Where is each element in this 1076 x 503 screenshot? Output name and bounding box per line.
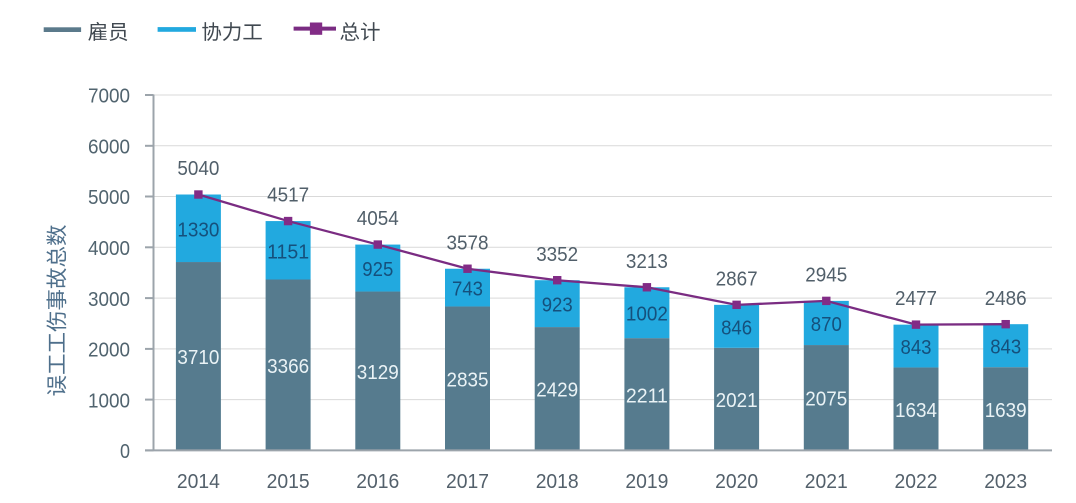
svg-text:743: 743 [452,279,483,301]
svg-text:3213: 3213 [626,251,668,273]
svg-text:2429: 2429 [536,380,578,402]
svg-text:3352: 3352 [536,244,578,266]
svg-text:5040: 5040 [177,158,219,180]
svg-text:2023: 2023 [984,471,1027,493]
svg-text:4517: 4517 [267,185,309,207]
svg-text:2486: 2486 [985,288,1027,310]
svg-text:0: 0 [120,441,130,463]
svg-text:3710: 3710 [177,347,219,369]
svg-text:1000: 1000 [88,390,130,412]
svg-text:7000: 7000 [88,86,130,108]
svg-text:2019: 2019 [625,471,668,493]
svg-text:3578: 3578 [447,232,489,254]
svg-text:870: 870 [811,314,842,336]
svg-text:2022: 2022 [895,471,938,493]
svg-text:1330: 1330 [177,219,219,241]
svg-text:2867: 2867 [716,268,758,290]
svg-text:2016: 2016 [356,471,399,493]
svg-text:2945: 2945 [805,265,847,287]
svg-text:2018: 2018 [536,471,579,493]
svg-text:1002: 1002 [626,304,668,326]
svg-text:2014: 2014 [177,471,220,493]
svg-text:2021: 2021 [716,390,758,412]
svg-text:1151: 1151 [267,241,309,263]
svg-text:4000: 4000 [88,238,130,260]
svg-text:3129: 3129 [357,362,399,384]
svg-text:5000: 5000 [88,187,130,209]
svg-text:925: 925 [362,259,393,281]
svg-text:2017: 2017 [446,471,489,493]
svg-text:2000: 2000 [88,340,130,362]
svg-text:3000: 3000 [88,289,130,311]
svg-text:843: 843 [990,337,1021,359]
svg-text:1634: 1634 [895,400,937,422]
svg-text:3366: 3366 [267,356,309,378]
svg-text:2021: 2021 [805,471,848,493]
svg-text:1639: 1639 [985,400,1027,422]
svg-text:4054: 4054 [357,208,399,230]
svg-text:846: 846 [721,317,752,339]
svg-text:6000: 6000 [88,137,130,159]
svg-text:2211: 2211 [626,385,668,407]
svg-text:2477: 2477 [895,288,937,310]
svg-text:2020: 2020 [715,471,758,493]
svg-text:923: 923 [542,295,573,317]
svg-text:2835: 2835 [447,369,489,391]
svg-text:843: 843 [901,337,932,359]
svg-text:2015: 2015 [267,471,310,493]
svg-text:2075: 2075 [805,389,847,411]
